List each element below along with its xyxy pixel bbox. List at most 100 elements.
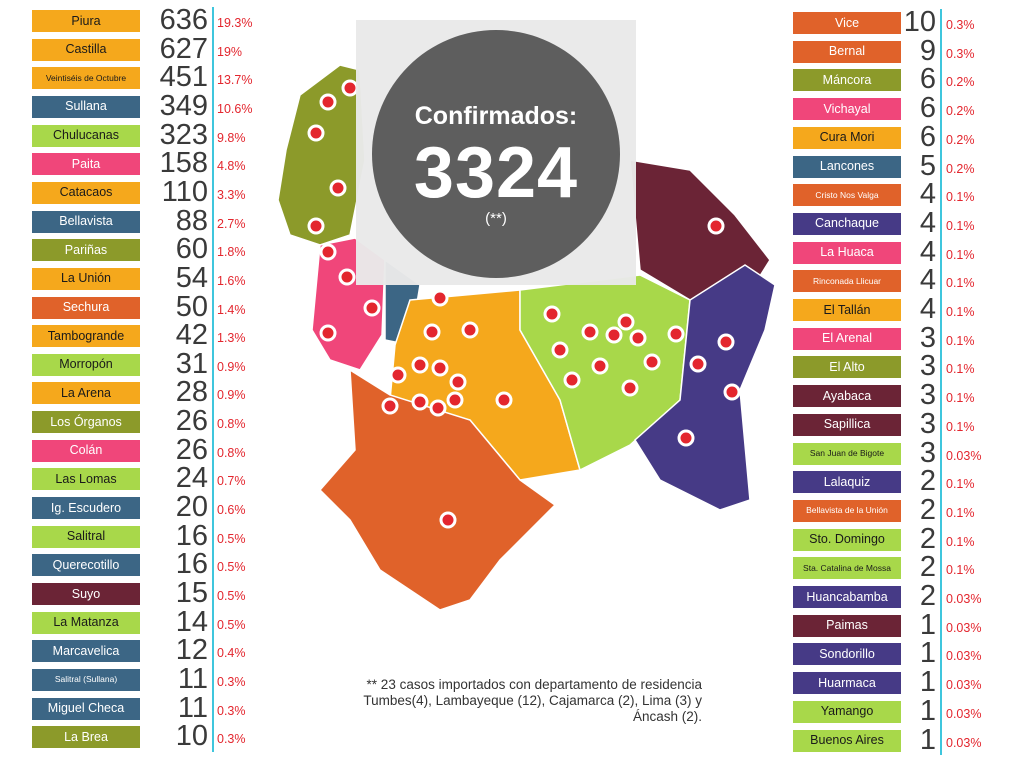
district-count: 4 [919,293,936,325]
district-name: Pariñas [32,239,140,262]
dot [717,333,735,351]
district-name: Bernal [793,40,901,63]
district-row: Rinconada Llicuar 4 0.1% [793,264,993,296]
district-count: 2 [919,551,936,584]
dot [389,366,407,384]
district-name: Tambogrande [32,325,140,348]
district-name: Sapillica [793,413,901,436]
district-percent: 0.9% [217,388,246,403]
district-row: El Alto 3 0.1% [793,350,993,382]
district-count: 323 [159,118,208,151]
district-name: Vichayal [793,98,901,121]
district-percent: 0.03% [946,448,982,463]
district-percent: 1.6% [217,273,246,288]
district-name: La Huaca [793,241,901,264]
district-count: 4 [919,235,936,268]
dot [591,357,609,375]
district-row: Sta. Catalina de Mossa 2 0.1% [793,551,993,583]
dot [461,321,479,339]
district-count: 12 [175,634,208,667]
region-sechura [318,368,557,611]
district-percent: 0.3% [946,18,975,32]
district-row: Sechura 50 1.4% [32,291,246,323]
district-name: Colán [32,439,140,462]
district-count: 2 [919,465,936,498]
district-count: 24 [175,462,208,495]
dot [543,305,561,323]
district-row: Sullana 349 10.6% [32,90,252,122]
district-name: Marcavelica [32,640,140,663]
district-row: Cristo Nos Valga 4 0.1% [793,178,993,210]
district-name: Miguel Checa [32,697,140,720]
district-count: 1 [919,723,936,756]
district-count: 9 [919,34,936,67]
district-percent: 0.5% [217,617,246,632]
district-percent: 0.1% [946,218,975,233]
district-row: Miguel Checa 11 0.3% [32,692,246,724]
district-count: 31 [175,347,208,380]
district-row: Sapillica 3 0.1% [793,408,993,440]
district-count: 28 [175,376,208,409]
district-percent: 0.03% [946,735,982,750]
district-row: Huancabamba 2 0.03% [793,580,993,612]
district-row: La Unión 54 1.6% [32,262,246,294]
district-row: Paita 158 4.8% [32,147,246,179]
district-row: Ig. Escudero 20 0.6% [32,491,246,523]
district-percent: 4.8% [217,159,246,174]
district-name: La Brea [32,726,140,749]
district-percent: 0.1% [946,505,975,520]
district-count: 42 [175,319,208,352]
district-percent: 0.5% [217,531,246,546]
district-percent: 0.1% [946,247,975,262]
district-row: Chulucanas 323 9.8% [32,119,246,151]
district-percent: 0.2% [946,161,975,176]
district-name: Canchaque [793,212,901,235]
district-percent: 13.7% [217,73,253,88]
district-name: Cura Mori [793,126,901,149]
district-count: 11 [177,691,208,724]
dot [319,324,337,342]
district-name: Sondorillo [793,643,901,666]
district-count: 4 [919,206,936,239]
district-percent: 1.4% [217,302,246,317]
district-name: Ayabaca [793,385,901,408]
district-row: Marcavelica 12 0.4% [32,634,246,666]
district-name: Paimas [793,614,901,637]
district-percent: 0.7% [217,474,246,489]
district-row: La Matanza 14 0.5% [32,606,246,638]
district-percent: 0.3% [217,732,246,747]
region-huancabamba [634,264,776,511]
dot [581,323,599,341]
dot [307,217,325,235]
district-row: Los Órganos 26 0.8% [32,405,246,437]
district-count: 11 [177,662,208,695]
divider [940,9,942,756]
district-percent: 0.1% [946,391,975,406]
district-row: Buenos Aires 1 0.03% [793,724,993,756]
district-percent: 19% [217,44,243,59]
district-name: Lancones [793,155,901,178]
district-count: 15 [175,577,208,609]
district-count: 3 [919,321,936,354]
dot [319,243,337,261]
district-name: Huancabamba [793,586,901,608]
dot [667,325,685,343]
district-count: 6 [919,92,936,125]
district-count: 6 [919,120,936,153]
district-row: Salitral 16 0.5% [32,520,246,552]
district-percent: 0.1% [946,419,975,434]
dot [677,429,695,447]
district-row: Bernal 9 0.3% [793,35,993,67]
district-count: 88 [175,204,208,237]
district-count: 2 [919,580,936,612]
district-percent: 0.2% [946,104,975,119]
dot [381,397,399,415]
dot [643,353,661,371]
district-count: 20 [175,491,208,524]
district-count: 26 [175,405,208,438]
region-talara [277,64,366,246]
district-percent: 0.3% [217,703,246,718]
dot [689,355,707,373]
district-percent: 0.1% [946,362,975,377]
district-percent: 0.3% [946,46,975,61]
